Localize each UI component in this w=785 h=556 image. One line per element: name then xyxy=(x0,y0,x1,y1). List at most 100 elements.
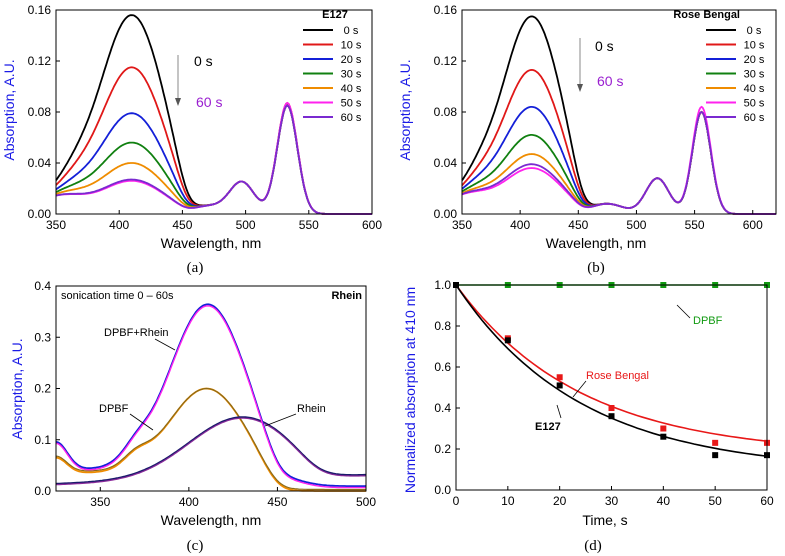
panel-d-y-label: Normalized absorption at 410 nm xyxy=(402,287,418,493)
panel-d-axes: 0 10 20 30 40 50 60 0.0 0.2 0.4 0.6 0.8 1.0 xyxy=(434,278,774,508)
y-tick-label: 0.6 xyxy=(434,360,451,374)
y-tick-label: 0.08 xyxy=(434,105,458,119)
x-tick-label: 500 xyxy=(626,218,646,232)
x-tick-label: 450 xyxy=(267,495,287,509)
x-tick-label: 500 xyxy=(356,495,376,509)
x-tick-label: 600 xyxy=(362,218,382,232)
y-tick-label: 0.04 xyxy=(434,156,458,170)
panel-b-y-label: Absorption, A.U. xyxy=(397,59,413,160)
y-tick-label: 0.4 xyxy=(34,279,51,293)
legend-entry: 0 s xyxy=(747,25,762,37)
y-tick-label: 0.00 xyxy=(434,207,458,221)
panel-c-pointer-rhein xyxy=(264,413,297,427)
data-point xyxy=(608,405,615,411)
x-tick-label: 500 xyxy=(236,218,256,232)
spectrum-line xyxy=(55,104,372,215)
panel-d-pointer-rose-bengal xyxy=(572,380,587,398)
legend-entry: 20 s xyxy=(341,54,362,66)
x-tick-label: 400 xyxy=(510,218,530,232)
spectrum-line xyxy=(55,101,372,215)
x-tick-label: 30 xyxy=(605,494,619,508)
panel-c-pointer-dpbf xyxy=(129,413,154,431)
y-tick-label: 0.3 xyxy=(34,330,51,344)
x-tick-label: 10 xyxy=(501,494,515,508)
panel-a-x-label: Wavelength, nm xyxy=(161,235,262,251)
legend-entry: 50 s xyxy=(341,98,362,110)
y-tick-label: 0.08 xyxy=(28,105,52,119)
y-tick-label: 0.4 xyxy=(434,401,451,415)
legend-entry: 10 s xyxy=(341,40,362,52)
panel-d-annotation-e127: E127 xyxy=(535,421,561,433)
panel-c-x-label: Wavelength, nm xyxy=(161,512,262,528)
panel-a-y-label: Absorption, A.U. xyxy=(1,59,17,160)
y-tick-label: 0.0 xyxy=(34,484,51,498)
x-tick-label: 0 xyxy=(453,494,460,508)
x-tick-label: 400 xyxy=(109,218,129,232)
panel-a: 350 400 450 500 550 600 0.00 0.04 0.08 0.12 0.16 A… xyxy=(1,3,382,276)
x-tick-label: 550 xyxy=(299,218,319,232)
panel-a-annotation-0s: 0 s xyxy=(194,53,213,69)
data-point xyxy=(504,337,511,344)
data-point xyxy=(660,433,667,440)
spectrum-line xyxy=(55,103,372,215)
panel-c: 350 400 450 500 0.0 0.1 0.2 0.3 0.4 Absorption, … xyxy=(9,279,376,554)
y-tick-label: 0.12 xyxy=(434,54,458,68)
spectrum-line xyxy=(461,105,776,215)
data-point xyxy=(712,452,719,459)
data-point xyxy=(556,382,563,389)
legend-entry: 10 s xyxy=(744,40,765,52)
data-point xyxy=(556,374,563,381)
x-tick-label: 50 xyxy=(708,494,722,508)
x-tick-label: 350 xyxy=(452,218,472,232)
panel-c-title: Rhein xyxy=(331,290,362,302)
data-point xyxy=(608,413,615,420)
spectrum-line xyxy=(55,104,372,215)
panel-c-annotation-dpbf-rhein: DPBF+Rhein xyxy=(104,327,169,339)
panel-c-curves xyxy=(55,303,367,492)
panel-a-title: E127 xyxy=(322,9,348,21)
legend-entry: 40 s xyxy=(341,83,362,95)
panel-b-arrow-head xyxy=(577,84,583,92)
y-tick-label: 0.8 xyxy=(434,319,451,333)
data-point xyxy=(712,439,719,446)
legend-entry: 30 s xyxy=(744,69,765,81)
y-tick-label: 0.12 xyxy=(28,54,52,68)
x-tick-label: 400 xyxy=(179,495,199,509)
spectrum-line xyxy=(461,110,776,215)
panel-c-y-label: Absorption, A.U. xyxy=(9,338,25,439)
panel-d-x-label: Time, s xyxy=(582,512,627,528)
panel-b-x-label: Wavelength, nm xyxy=(546,235,647,251)
y-tick-label: 0.04 xyxy=(28,156,52,170)
panel-d-pointer-dpbf xyxy=(676,304,691,319)
legend-entry: 20 s xyxy=(744,54,765,66)
y-tick-label: 0.0 xyxy=(434,483,451,497)
panel-d-pointer-e127 xyxy=(556,404,562,419)
panel-c-annotation-rhein: Rhein xyxy=(297,403,326,415)
x-tick-label: 450 xyxy=(568,218,588,232)
panel-c-pointer-dpbf-rhein xyxy=(154,338,176,351)
spectrum-line xyxy=(461,110,776,215)
panel-a-annotation-60s: 60 s xyxy=(196,94,222,110)
panel-b-title: Rose Bengal xyxy=(673,9,740,21)
x-tick-label: 550 xyxy=(685,218,705,232)
legend-entry: 60 s xyxy=(744,112,765,124)
y-tick-label: 0.2 xyxy=(434,442,451,456)
y-tick-label: 1.0 xyxy=(434,278,451,292)
panel-d-label: (d) xyxy=(584,538,602,554)
legend-entry: 30 s xyxy=(341,69,362,81)
panel-b-axes: 350 400 450 500 550 600 0.00 0.04 0.08 0.12 0.16 xyxy=(434,3,777,232)
spectrum-line-rhein xyxy=(55,416,366,485)
panel-b-annotation-60s: 60 s xyxy=(597,73,623,89)
spectrum-line xyxy=(461,110,776,215)
legend-entry: 40 s xyxy=(744,83,765,95)
y-tick-label: 0.1 xyxy=(34,433,51,447)
panel-b-label: (b) xyxy=(587,260,605,276)
x-tick-label: 350 xyxy=(46,218,66,232)
panel-a-curves xyxy=(55,14,372,215)
x-tick-label: 20 xyxy=(553,494,567,508)
panel-c-axes: 350 400 450 500 0.0 0.1 0.2 0.3 0.4 xyxy=(34,279,376,509)
y-tick-label: 0.2 xyxy=(34,382,51,396)
spectrum-line-rhein-2 xyxy=(55,417,367,486)
data-point xyxy=(660,425,667,432)
